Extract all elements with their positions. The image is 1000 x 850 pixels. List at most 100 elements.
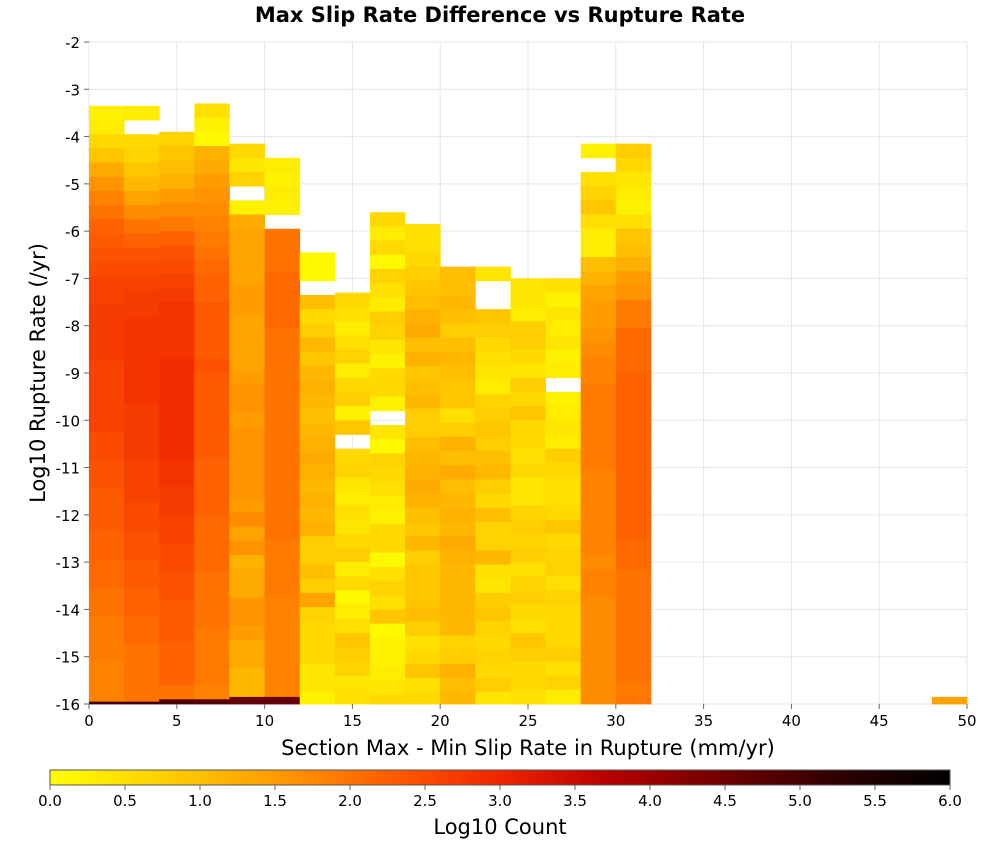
heatmap-cell xyxy=(615,384,652,400)
heatmap-cell xyxy=(545,604,582,620)
heatmap-cell xyxy=(475,677,511,693)
colorbar-tick-label: 0.0 xyxy=(38,792,62,810)
y-tick-label: -3 xyxy=(65,81,80,99)
heatmap-cell xyxy=(615,242,652,258)
heatmap-cell xyxy=(510,647,546,662)
heatmap-cell xyxy=(89,559,125,575)
heatmap-cell xyxy=(545,420,582,435)
heatmap-cell xyxy=(299,564,336,580)
heatmap-cell xyxy=(264,228,301,244)
heatmap-cell xyxy=(229,455,265,471)
heatmap-cell xyxy=(264,441,301,457)
heatmap-cell xyxy=(89,205,125,220)
heatmap-cell xyxy=(615,214,652,230)
heatmap-cell xyxy=(159,656,195,672)
heatmap-cell xyxy=(194,614,230,629)
heatmap-cell xyxy=(89,318,125,334)
heatmap-cell xyxy=(124,375,160,390)
heatmap-cell xyxy=(334,306,371,322)
heatmap-cell xyxy=(229,342,265,357)
heatmap-cell xyxy=(510,604,546,620)
heatmap-cell xyxy=(194,514,230,530)
heatmap-cell xyxy=(580,370,617,386)
heatmap-cell xyxy=(194,599,230,615)
heatmap-cell xyxy=(510,448,546,464)
heatmap-cell xyxy=(124,687,160,703)
y-tick-label: -6 xyxy=(65,223,80,241)
heatmap-cell xyxy=(89,644,125,660)
heatmap-cell xyxy=(580,555,617,570)
y-tick-label: -16 xyxy=(56,696,81,714)
x-tick-label: 5 xyxy=(172,712,182,730)
heatmap-cell xyxy=(440,578,476,594)
heatmap-cell xyxy=(510,562,546,577)
heatmap-cell xyxy=(369,524,406,539)
heatmap-cell xyxy=(124,432,160,447)
heatmap-cell xyxy=(299,323,336,338)
heatmap-cell xyxy=(159,614,195,629)
heatmap-cell xyxy=(124,403,160,419)
heatmap-cell xyxy=(159,529,195,544)
heatmap-cell xyxy=(89,233,125,249)
y-axis-label: Log10 Rupture Rate (/yr) xyxy=(26,243,50,503)
heatmap-cell xyxy=(89,701,125,705)
heatmap-cell xyxy=(580,526,617,542)
heatmap-cell xyxy=(229,299,265,315)
heatmap-cell xyxy=(405,294,441,310)
heatmap-cell xyxy=(159,670,195,686)
heatmap-cell xyxy=(580,640,617,655)
heatmap-cell xyxy=(299,507,336,523)
heatmap-cell xyxy=(264,597,301,613)
heatmap-cell xyxy=(89,290,125,305)
heatmap-cell xyxy=(405,394,441,409)
heatmap-cell xyxy=(405,564,441,580)
heatmap-cell xyxy=(229,640,265,655)
heatmap-cell xyxy=(89,332,125,348)
heatmap-cell xyxy=(159,202,195,218)
heatmap-cell xyxy=(159,599,195,615)
heatmap-cell xyxy=(194,458,230,473)
heatmap-cell xyxy=(334,689,371,705)
heatmap-cell xyxy=(440,649,476,665)
heatmap-cell xyxy=(334,505,371,520)
heatmap-cell xyxy=(194,387,230,402)
heatmap-cell xyxy=(124,261,160,277)
heatmap-cell xyxy=(299,451,336,466)
heatmap-cell xyxy=(545,306,582,322)
heatmap-cell xyxy=(369,581,406,596)
x-tick-label: 0 xyxy=(84,712,94,730)
heatmap-cell xyxy=(299,408,336,424)
heatmap-cell xyxy=(405,238,441,253)
heatmap-cell xyxy=(124,673,160,688)
heatmap-cell xyxy=(405,635,441,651)
heatmap-cell xyxy=(440,351,476,367)
heatmap-cell xyxy=(194,373,230,388)
heatmap-cell xyxy=(334,604,371,620)
heatmap-cell xyxy=(334,320,371,336)
heatmap-cell xyxy=(334,647,371,662)
heatmap-cell xyxy=(405,550,441,565)
heatmap-cell xyxy=(405,493,441,509)
heatmap-cell xyxy=(89,276,125,291)
heatmap-cell xyxy=(124,105,160,121)
heatmap-cell xyxy=(615,455,652,471)
heatmap-cell xyxy=(615,356,652,372)
y-tick-label: -13 xyxy=(56,554,81,572)
heatmap-cell xyxy=(159,330,195,346)
heatmap-cell xyxy=(545,278,582,294)
heatmap-cell xyxy=(89,659,125,674)
heatmap-cell xyxy=(89,417,125,433)
heatmap-cell xyxy=(334,661,371,677)
heatmap-cell xyxy=(159,472,195,487)
heatmap-cell xyxy=(229,285,265,301)
heatmap-cell xyxy=(369,481,406,497)
heatmap-cell xyxy=(440,337,476,353)
heatmap-cell xyxy=(405,649,441,665)
heatmap-cell xyxy=(299,365,336,381)
heatmap-cell xyxy=(194,500,230,516)
heatmap-cell xyxy=(580,384,617,400)
heatmap-cell xyxy=(615,654,652,669)
heatmap-cell xyxy=(124,304,160,320)
heatmap-cell xyxy=(229,512,265,528)
heatmap-cell xyxy=(580,427,617,442)
